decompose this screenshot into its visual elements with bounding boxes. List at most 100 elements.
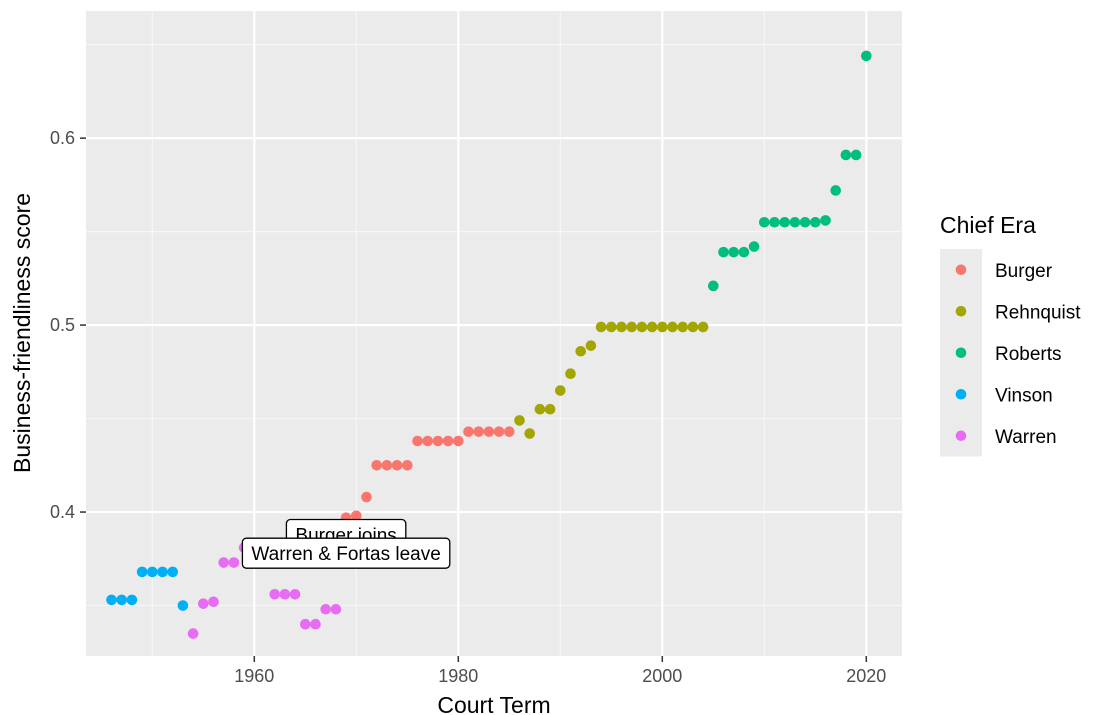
legend-label-warren: Warren xyxy=(995,427,1057,448)
data-point-burger xyxy=(432,435,444,447)
data-point-burger xyxy=(422,435,434,447)
x-tick-label: 2020 xyxy=(846,666,886,686)
legend-key-rehnquist xyxy=(955,305,967,317)
legend-items: Burger Rehnquist Roberts Vinson Warren xyxy=(940,249,1081,457)
data-point-roberts xyxy=(799,216,811,228)
data-point-burger xyxy=(493,426,505,437)
grid-major xyxy=(86,11,902,656)
data-point-burger xyxy=(371,460,383,471)
data-point-burger xyxy=(473,426,485,437)
data-point-rehnquist xyxy=(646,321,658,333)
data-point-roberts xyxy=(779,216,790,228)
data-point-warren xyxy=(208,596,219,608)
x-axis-title: Court Term xyxy=(437,692,550,715)
data-point-roberts xyxy=(820,215,831,226)
annotation-text: Warren & Fortas leave xyxy=(251,544,440,565)
x-axis-ticks: 1960 1980 2000 2020 xyxy=(234,656,886,686)
grid-minor xyxy=(86,11,902,656)
data-point-burger xyxy=(412,435,423,447)
data-point-warren xyxy=(228,557,240,568)
legend-key-roberts xyxy=(955,347,967,359)
legend-label-roberts: Roberts xyxy=(995,344,1062,365)
y-tick-label: 0.5 xyxy=(50,315,75,335)
y-axis-title: Business-friendliness score xyxy=(9,193,35,473)
data-point-burger xyxy=(402,460,413,471)
data-point-roberts xyxy=(718,246,729,258)
data-point-vinson xyxy=(147,566,158,578)
data-point-rehnquist xyxy=(687,321,699,333)
data-point-warren xyxy=(269,589,281,600)
x-tick-label: 2000 xyxy=(642,666,682,686)
data-point-burger xyxy=(391,460,403,471)
data-point-rehnquist xyxy=(595,321,607,333)
legend-label-vinson: Vinson xyxy=(995,385,1053,406)
data-point-rehnquist xyxy=(534,403,546,415)
data-point-rehnquist xyxy=(606,321,617,333)
data-point-rehnquist xyxy=(524,428,535,439)
data-point-rehnquist xyxy=(555,385,566,396)
data-point-vinson xyxy=(106,594,117,606)
data-point-rehnquist xyxy=(514,415,525,426)
legend-label-rehnquist: Rehnquist xyxy=(995,302,1081,323)
data-point-roberts xyxy=(830,185,841,196)
legend-key-warren xyxy=(955,430,967,442)
data-point-warren xyxy=(330,603,342,615)
data-point-warren xyxy=(320,603,332,615)
data-point-warren xyxy=(187,628,199,639)
data-point-roberts xyxy=(708,280,719,292)
data-point-vinson xyxy=(116,594,127,606)
data-points xyxy=(106,50,872,639)
data-point-burger xyxy=(463,426,474,437)
data-point-roberts xyxy=(769,216,780,228)
data-point-warren xyxy=(289,589,301,600)
legend-label-burger: Burger xyxy=(995,261,1053,282)
data-point-vinson xyxy=(136,566,148,578)
data-point-rehnquist xyxy=(677,321,688,333)
data-point-rehnquist xyxy=(544,403,556,415)
data-point-rehnquist xyxy=(585,340,597,351)
data-point-burger xyxy=(361,491,372,503)
plot-panel xyxy=(86,11,902,656)
legend-key-burger xyxy=(955,264,967,276)
data-point-warren xyxy=(300,618,311,630)
data-point-roberts xyxy=(748,241,760,252)
y-tick-label: 0.4 xyxy=(50,502,75,522)
annotation-box xyxy=(241,537,451,569)
data-point-rehnquist xyxy=(697,321,709,333)
data-point-rehnquist xyxy=(616,321,627,333)
data-point-rehnquist xyxy=(636,321,648,333)
data-point-roberts xyxy=(850,149,862,161)
x-tick-label: 1980 xyxy=(438,666,478,686)
data-point-vinson xyxy=(157,566,168,578)
legend: Chief Era Burger Rehnquist Roberts Vinson Wa… xyxy=(940,212,1081,457)
data-point-burger xyxy=(351,510,362,522)
y-tick-label: 0.6 xyxy=(50,128,75,148)
data-point-roberts xyxy=(759,216,770,228)
data-point-roberts xyxy=(728,246,739,258)
data-point-rehnquist xyxy=(575,345,586,357)
legend-title: Chief Era xyxy=(940,212,1036,238)
data-point-burger xyxy=(381,460,393,471)
data-point-roberts xyxy=(789,216,801,228)
data-point-vinson xyxy=(177,600,189,611)
data-point-rehnquist xyxy=(626,321,637,333)
data-point-roberts xyxy=(861,50,872,62)
data-point-burger xyxy=(453,435,464,447)
data-point-roberts xyxy=(738,246,750,258)
data-point-warren xyxy=(279,589,291,600)
data-point-burger xyxy=(442,435,454,447)
data-point-rehnquist xyxy=(667,321,678,333)
data-point-rehnquist xyxy=(657,321,668,333)
data-point-warren xyxy=(310,618,321,630)
annotation-label: Warren & Fortas leave xyxy=(241,537,451,569)
data-point-roberts xyxy=(840,149,852,161)
data-point-vinson xyxy=(126,594,138,606)
data-point-roberts xyxy=(810,216,821,228)
data-point-burger xyxy=(483,426,495,437)
x-tick-label: 1960 xyxy=(234,666,274,686)
data-point-warren xyxy=(218,557,229,568)
data-point-warren xyxy=(198,598,209,609)
data-point-burger xyxy=(504,426,515,437)
